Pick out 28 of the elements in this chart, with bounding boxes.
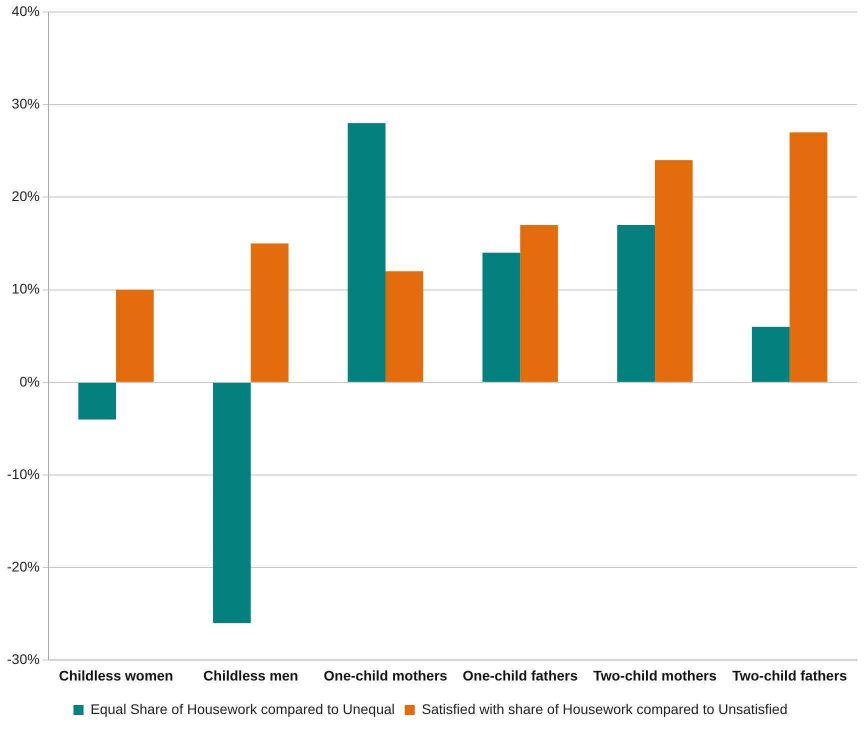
- x-tick-label: One-child mothers: [324, 667, 448, 684]
- y-tick-label: 0%: [19, 373, 40, 390]
- bar: [213, 382, 251, 624]
- y-tick-label: 10%: [12, 280, 40, 297]
- y-tick-label: 30%: [12, 95, 40, 112]
- bar: [482, 252, 520, 382]
- legend-label: Satisfied with share of Housework compared to Unsatisfied: [422, 700, 788, 717]
- x-tick-label: Two-child fathers: [732, 667, 848, 684]
- bar: [78, 382, 116, 420]
- y-tick-label: -10%: [6, 466, 40, 482]
- bar: [654, 160, 693, 382]
- y-tick-label: -20%: [6, 558, 40, 574]
- x-tick-label: One-child fathers: [462, 667, 578, 684]
- bar: [116, 290, 154, 382]
- y-tick-label: 40%: [12, 2, 40, 19]
- bar: [617, 224, 655, 382]
- bar: [752, 326, 790, 382]
- x-tick-label: Two-child mothers: [593, 667, 717, 684]
- bar: [250, 244, 288, 382]
- bar: [385, 271, 424, 382]
- y-tick-label: -30%: [6, 651, 40, 668]
- legend-label: Equal Share of Housework compared to Unequal: [90, 700, 395, 717]
- bar: [520, 224, 558, 382]
- y-tick-label: 20%: [12, 188, 40, 204]
- x-tick-label: Childless men: [203, 667, 298, 684]
- bar: [790, 132, 828, 382]
- x-tick-label: Childless women: [58, 667, 174, 684]
- bar: [348, 123, 386, 382]
